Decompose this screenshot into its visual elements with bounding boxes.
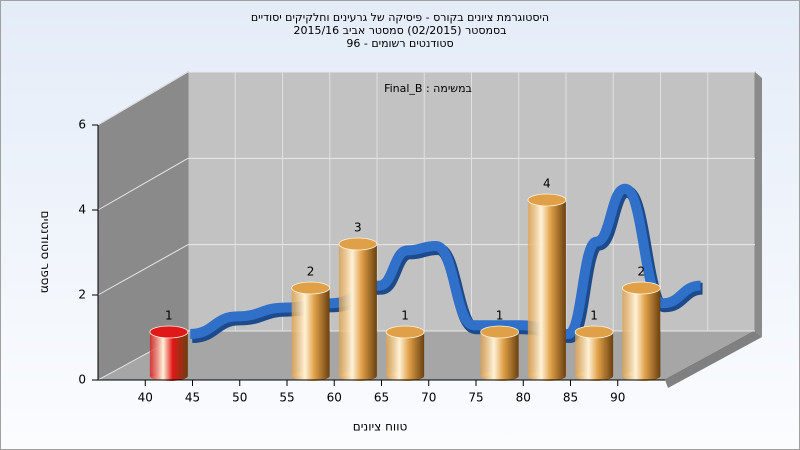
y-tick-label: 2 bbox=[78, 288, 86, 302]
y-axis-title: מספר סטודנטים bbox=[39, 211, 53, 294]
bar-top bbox=[574, 325, 614, 339]
grid-line bbox=[97, 71, 189, 126]
x-tick-label: 70 bbox=[421, 391, 436, 405]
value-label: 2 bbox=[638, 265, 646, 279]
bar bbox=[575, 332, 614, 376]
bar bbox=[149, 332, 188, 376]
value-label: 1 bbox=[401, 309, 409, 323]
back-wall-edge bbox=[755, 72, 762, 337]
y-tick-label: 4 bbox=[78, 203, 86, 217]
bar-base bbox=[480, 371, 519, 381]
x-tick-label: 90 bbox=[610, 391, 625, 405]
bar-top bbox=[338, 237, 378, 251]
floor-edge bbox=[665, 331, 762, 388]
value-label: 1 bbox=[496, 309, 504, 323]
grid-line bbox=[97, 157, 189, 211]
bar bbox=[291, 288, 330, 376]
x-tick-label: 60 bbox=[327, 391, 342, 405]
bar-top bbox=[621, 281, 661, 295]
bar-top bbox=[480, 325, 520, 339]
bar-base bbox=[149, 371, 188, 381]
y-tick-label: 0 bbox=[78, 373, 86, 387]
x-tick-label: 65 bbox=[374, 391, 389, 405]
y-tick-label: 6 bbox=[78, 118, 86, 132]
x-tick-label: 75 bbox=[468, 391, 483, 405]
value-label: 3 bbox=[354, 221, 362, 235]
x-axis-title: טווח ציונים bbox=[353, 420, 408, 434]
x-tick-label: 80 bbox=[516, 391, 531, 405]
x-tick-label: 85 bbox=[563, 391, 578, 405]
bar-top bbox=[291, 281, 331, 295]
x-tick-label: 45 bbox=[185, 391, 200, 405]
value-label: 2 bbox=[307, 265, 315, 279]
bar bbox=[622, 288, 661, 376]
bar-base bbox=[622, 371, 661, 381]
bar-base bbox=[291, 371, 330, 381]
bar-base bbox=[338, 371, 377, 381]
value-label: 1 bbox=[165, 309, 173, 323]
x-tick-label: 55 bbox=[279, 391, 294, 405]
title-line: היסטוגרמת ציונים בקורס - פיסיקה של גרעינ… bbox=[251, 11, 549, 24]
bar-base bbox=[386, 371, 425, 381]
x-tick-label: 50 bbox=[232, 391, 247, 405]
annotation: Final_B : במשימה bbox=[384, 82, 472, 95]
title-line: סטודנטים רשומים - 96 bbox=[346, 37, 453, 50]
bar bbox=[338, 244, 377, 376]
bar-top bbox=[385, 325, 425, 339]
bar-top bbox=[149, 325, 189, 339]
bar bbox=[527, 200, 566, 376]
value-label: 4 bbox=[543, 177, 551, 191]
bar-base bbox=[527, 371, 566, 381]
bar bbox=[480, 332, 519, 376]
bar-top bbox=[527, 193, 567, 207]
grid-line bbox=[97, 244, 189, 296]
bar bbox=[386, 332, 425, 376]
x-tick-label: 40 bbox=[138, 391, 153, 405]
bar-base bbox=[575, 371, 614, 381]
title-line: בסמסטר (02/2015) סמסטר אביב 2015/16 bbox=[293, 24, 506, 37]
value-label: 1 bbox=[590, 309, 598, 323]
